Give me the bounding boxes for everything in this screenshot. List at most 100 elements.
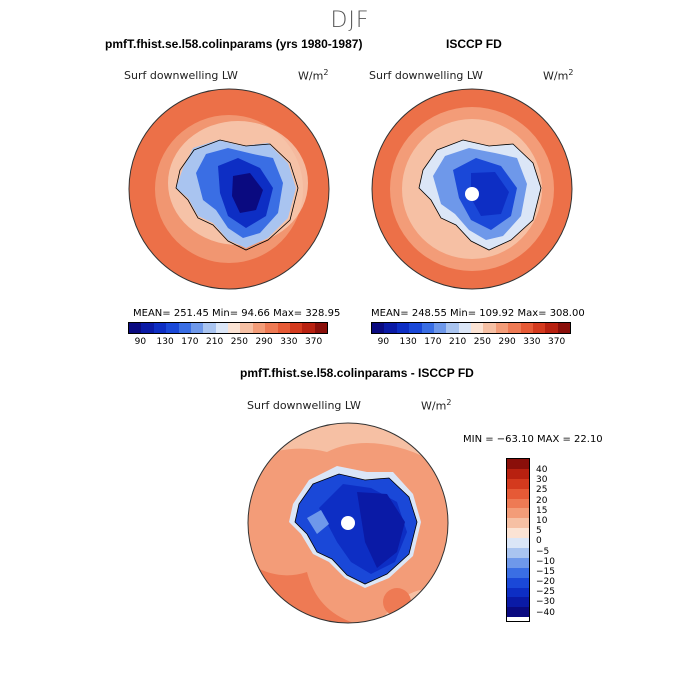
obs-variable-label: Surf downwelling LW <box>369 69 483 82</box>
diff-colorbar-swatch <box>507 587 529 598</box>
diff-colorbar-tick-label: −25 <box>536 587 555 598</box>
diff-variable-label: Surf downwelling LW <box>247 399 361 412</box>
diff-colorbar-swatch <box>507 567 529 578</box>
colorbar-tick-label: 250 <box>230 337 248 347</box>
model-coastline <box>175 139 299 251</box>
obs-pole-mask <box>465 187 479 201</box>
diff-colorbar-swatch <box>507 548 529 558</box>
diff-colorbar-tick-label: −30 <box>536 597 555 608</box>
colorbar-tick-label: 250 <box>473 337 491 347</box>
colorbar-tick-label: 370 <box>305 337 323 347</box>
colorbar-swatch <box>265 323 278 333</box>
colorbar-tick-label: 210 <box>449 337 467 347</box>
diff-colorbar-tick-label: 20 <box>536 495 548 506</box>
diff-colorbar <box>506 458 530 622</box>
obs-colorbar-ticks: 90 130 170 210 250 290 330 370 <box>371 337 569 347</box>
colorbar-swatch <box>215 323 228 333</box>
colorbar-swatch <box>228 323 241 333</box>
diff-colorbar-swatch <box>507 468 529 479</box>
diff-colorbar-tick-label: 30 <box>536 475 548 486</box>
model-unit-base: W/m <box>298 69 324 83</box>
diff-unit-label: W/m2 <box>421 398 451 413</box>
colorbar-swatch <box>166 323 179 333</box>
diff-colorbar-swatch <box>507 488 529 499</box>
colorbar-swatch <box>532 323 546 333</box>
colorbar-swatch <box>446 323 459 333</box>
diff-colorbar-swatch <box>507 498 529 509</box>
model-polar-map <box>128 88 330 290</box>
season-title: DJF <box>330 8 370 33</box>
diff-colorbar-swatch <box>507 597 529 608</box>
colorbar-tick-label: 130 <box>399 337 417 347</box>
model-map-border <box>128 88 330 290</box>
diff-colorbar-ticks: 40 30 25 20 15 10 5 0 −5 −10 −15 −20 −25 −30 −40 <box>536 465 555 618</box>
diff-colorbar-tick-label: −40 <box>536 607 555 618</box>
diff-colorbar-tick-label: 5 <box>536 526 542 537</box>
colorbar-swatch <box>545 323 558 333</box>
diff-panel-title: pmfT.fhist.se.l58.colinparams - ISCCP FD <box>240 366 474 380</box>
diff-stats: MIN = −63.10 MAX = 22.10 <box>463 434 603 445</box>
model-panel-title: pmfT.fhist.se.l58.colinparams (yrs 1980-… <box>105 37 363 51</box>
obs-map-border <box>371 88 573 290</box>
colorbar-tick-label: 170 <box>181 337 199 347</box>
colorbar-swatch <box>302 323 315 333</box>
model-colorbar-ticks: 90 130 170 210 250 290 330 370 <box>128 337 326 347</box>
diff-polar-map <box>247 422 449 624</box>
model-stats: MEAN= 251.45 Min= 94.66 Max= 328.95 <box>133 308 341 319</box>
obs-unit-label: W/m2 <box>543 68 573 83</box>
diff-colorbar-swatch <box>507 528 529 539</box>
diff-colorbar-tick-label: 15 <box>536 505 548 516</box>
diff-coastline <box>294 473 418 585</box>
obs-polar-map <box>371 88 573 290</box>
obs-unit-base: W/m <box>543 69 569 83</box>
diff-pole-mask <box>341 516 355 530</box>
colorbar-swatch <box>277 323 290 333</box>
diff-unit-base: W/m <box>421 399 447 413</box>
colorbar-tick-label: 130 <box>156 337 174 347</box>
colorbar-swatch <box>409 323 422 333</box>
diff-colorbar-tick-label: −15 <box>536 566 555 577</box>
obs-coastline <box>418 139 542 251</box>
colorbar-swatch <box>557 323 570 333</box>
colorbar-swatch <box>141 323 154 333</box>
colorbar-swatch <box>178 323 191 333</box>
colorbar-tick-label: 170 <box>424 337 442 347</box>
colorbar-tick-label: 90 <box>377 337 390 347</box>
colorbar-tick-label: 210 <box>206 337 224 347</box>
diff-colorbar-swatch <box>507 508 529 519</box>
colorbar-swatch <box>384 323 397 333</box>
model-unit-label: W/m2 <box>298 68 328 83</box>
model-variable-label: Surf downwelling LW <box>124 69 238 82</box>
diff-colorbar-tick-label: 25 <box>536 485 548 496</box>
diff-colorbar-swatch <box>507 459 529 469</box>
obs-panel-title: ISCCP FD <box>446 37 502 51</box>
colorbar-swatch <box>314 323 327 333</box>
colorbar-swatch <box>396 323 410 333</box>
colorbar-swatch <box>129 323 142 333</box>
colorbar-tick-label: 370 <box>548 337 566 347</box>
colorbar-swatch <box>433 323 447 333</box>
colorbar-swatch <box>240 323 253 333</box>
colorbar-tick-label: 290 <box>255 337 273 347</box>
obs-unit-exp: 2 <box>568 68 574 77</box>
diff-colorbar-tick-label: 0 <box>536 536 542 547</box>
colorbar-tick-label: 90 <box>134 337 147 347</box>
diff-colorbar-tick-label: −20 <box>536 577 555 588</box>
colorbar-tick-label: 290 <box>498 337 516 347</box>
colorbar-tick-label: 330 <box>523 337 541 347</box>
colorbar-swatch <box>458 323 471 333</box>
diff-unit-exp: 2 <box>446 398 452 407</box>
colorbar-swatch <box>520 323 533 333</box>
diff-colorbar-swatch <box>507 538 529 549</box>
colorbar-tick-label: 330 <box>280 337 298 347</box>
diff-colorbar-tick-label: −10 <box>536 556 555 567</box>
colorbar-swatch <box>471 323 484 333</box>
colorbar-swatch <box>508 323 521 333</box>
colorbar-swatch <box>421 323 434 333</box>
diff-colorbar-tick-label: −5 <box>536 546 550 557</box>
colorbar-swatch <box>372 323 385 333</box>
model-colorbar <box>128 322 328 334</box>
diff-colorbar-swatch <box>507 557 529 568</box>
diff-colorbar-tick-label: 40 <box>536 465 548 475</box>
colorbar-swatch <box>153 323 167 333</box>
